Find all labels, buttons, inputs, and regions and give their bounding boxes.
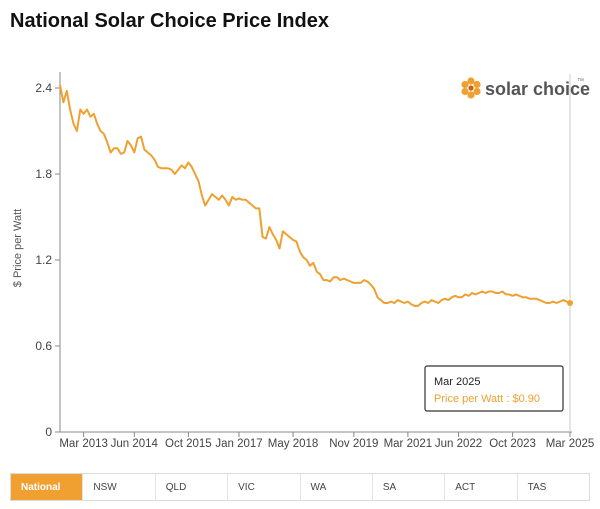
tooltip: Mar 2025 Price per Watt : $0.90 bbox=[424, 365, 564, 412]
tab-nsw[interactable]: NSW bbox=[83, 474, 156, 500]
logo-dot bbox=[461, 87, 469, 96]
tab-national[interactable]: National bbox=[11, 474, 84, 500]
region-tabs: National NSW QLD VIC WA SA ACT TAS bbox=[10, 473, 590, 501]
page-title: National Solar Choice Price Index bbox=[10, 10, 329, 32]
x-tick-label: Jun 2014 bbox=[111, 438, 159, 450]
logo-dot-center bbox=[468, 85, 474, 91]
y-tick-label: 0.6 bbox=[35, 339, 52, 353]
price-index-chart: 0 0.6 1.2 1.8 2.4 Mar 2013 Jun 2014 Oct 2015 Ja… bbox=[12, 72, 595, 450]
tab-vic[interactable]: VIC bbox=[228, 474, 301, 500]
y-tick-label: 1.2 bbox=[35, 253, 52, 267]
highlight-point[interactable] bbox=[567, 300, 573, 306]
x-tick-label: Mar 2025 bbox=[546, 438, 595, 450]
x-tick-label: Oct 2023 bbox=[489, 438, 536, 450]
x-tick-label: Oct 2015 bbox=[165, 438, 212, 450]
series-line-price-per-watt[interactable] bbox=[59, 84, 571, 307]
y-tick-label: 2.4 bbox=[35, 81, 52, 95]
y-axis: 0 0.6 1.2 1.8 2.4 bbox=[35, 72, 61, 439]
x-tick-label: Mar 2021 bbox=[384, 438, 433, 450]
x-tick-label: Nov 2019 bbox=[329, 438, 378, 450]
solar-choice-logo-icon bbox=[461, 77, 481, 99]
tab-act[interactable]: ACT bbox=[445, 474, 518, 500]
tab-wa[interactable]: WA bbox=[301, 474, 373, 500]
solar-choice-logo[interactable]: solar choice ™ bbox=[461, 77, 590, 99]
logo-dot bbox=[467, 91, 475, 99]
logo-dot bbox=[473, 87, 481, 96]
y-axis-label: $ Price per Watt bbox=[12, 209, 24, 287]
x-axis: Mar 2013 Jun 2014 Oct 2015 Jan 2017 May 2018… bbox=[59, 431, 595, 450]
logo-dot bbox=[473, 80, 481, 89]
tab-tas[interactable]: TAS bbox=[527, 481, 547, 493]
tooltip-box bbox=[424, 365, 564, 412]
tooltip-value: Price per Watt : $0.90 bbox=[434, 393, 540, 405]
tooltip-date: Mar 2025 bbox=[434, 376, 480, 388]
tab-sa[interactable]: SA bbox=[373, 474, 446, 500]
logo-text: solar choice bbox=[485, 79, 590, 99]
x-tick-label: Jan 2017 bbox=[215, 438, 262, 450]
logo-dot bbox=[461, 80, 469, 89]
y-tick-label: 1.8 bbox=[35, 167, 52, 181]
logo-dot bbox=[467, 77, 475, 85]
y-tick-label: 0 bbox=[45, 425, 52, 439]
logo-trademark: ™ bbox=[577, 78, 584, 85]
x-tick-label: Jun 2022 bbox=[435, 438, 482, 450]
tab-qld[interactable]: QLD bbox=[156, 474, 229, 500]
x-tick-label: May 2018 bbox=[268, 438, 319, 450]
x-tick-label: Mar 2013 bbox=[59, 438, 108, 450]
